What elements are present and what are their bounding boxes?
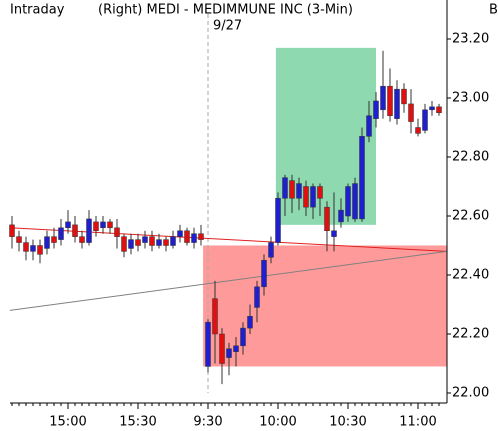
candle-body [401, 88, 407, 105]
y-tick-label: 22.80 [452, 150, 489, 165]
candle-body [219, 333, 225, 364]
y-tick-label: 23.00 [452, 91, 489, 106]
candle-body [191, 233, 197, 243]
candle-body [359, 136, 365, 220]
y-tick-label: 22.40 [452, 268, 489, 283]
candle-body [37, 245, 43, 255]
candle-body [380, 85, 386, 111]
x-tick-label: 15:00 [49, 415, 86, 430]
candle-body [303, 186, 309, 208]
x-tick-label: 10:00 [259, 415, 296, 430]
y-tick-label: 23.20 [452, 32, 489, 47]
candle-body [415, 127, 421, 134]
candle-body [86, 218, 92, 243]
candle-body [233, 345, 239, 352]
candle-body [373, 100, 379, 119]
candle-body [289, 180, 295, 199]
candle-body [366, 115, 372, 137]
chart-subtitle: (Right) MEDI - MEDIMMUNE INC (3-Min) [98, 3, 353, 18]
candle-body [170, 236, 176, 246]
candle-body [324, 206, 330, 231]
candle-body [394, 88, 400, 119]
y-tick-label: 22.20 [452, 327, 489, 342]
candle-body [135, 239, 141, 246]
candle-body [212, 298, 218, 335]
corner-label: B [489, 3, 498, 18]
candle-body [282, 177, 288, 199]
candle-body [30, 245, 36, 252]
candle-body [247, 316, 253, 329]
candle-body [338, 209, 344, 223]
candle-body [184, 230, 190, 243]
candle-body [387, 85, 393, 116]
candle-body [72, 224, 78, 237]
x-tick-label: 11:00 [399, 415, 436, 430]
candle-body [93, 221, 99, 231]
candle-body [114, 227, 120, 237]
candle-body [275, 198, 281, 243]
candle-body [163, 239, 169, 246]
candle-body [422, 109, 428, 131]
candle-body [100, 221, 106, 229]
x-tick-label: 9:30 [193, 415, 222, 430]
candle-body [65, 221, 71, 229]
candle-body [436, 106, 442, 113]
y-tick-label: 22.00 [452, 386, 489, 401]
candle-body [79, 236, 85, 243]
date-label: 9/27 [213, 19, 242, 34]
candle-body [23, 242, 29, 252]
candle-body [16, 236, 22, 243]
candle-body [51, 236, 57, 243]
candle-body [205, 321, 211, 367]
candle-body [107, 221, 113, 229]
candle-body [44, 236, 50, 249]
candle-body [177, 230, 183, 237]
candle-body [156, 239, 162, 246]
candle-body [408, 103, 414, 122]
x-tick-label: 15:30 [119, 415, 156, 430]
candle-body [268, 242, 274, 258]
candle-body [240, 327, 246, 347]
trend-line [9, 250, 447, 311]
candle-body [296, 183, 302, 199]
candle-body [128, 239, 134, 249]
candle-body [310, 186, 316, 208]
candle-body [429, 106, 435, 111]
candle-body [149, 236, 155, 246]
x-tick-label: 10:30 [329, 415, 366, 430]
candle-body [9, 224, 15, 237]
candle-body [352, 183, 358, 220]
candle-body [345, 186, 351, 217]
candle-body [198, 233, 204, 240]
candle-body [121, 236, 127, 252]
candle-body [226, 348, 232, 358]
candle-body [254, 286, 260, 308]
candle-body [331, 230, 337, 237]
candle-body [142, 236, 148, 243]
chart-title: Intraday [10, 3, 65, 18]
zone [203, 245, 447, 367]
candle-body [261, 260, 267, 288]
candle-body [58, 227, 64, 240]
trend-line [9, 227, 447, 252]
candle-body [317, 186, 323, 199]
y-tick-label: 22.60 [452, 209, 489, 224]
